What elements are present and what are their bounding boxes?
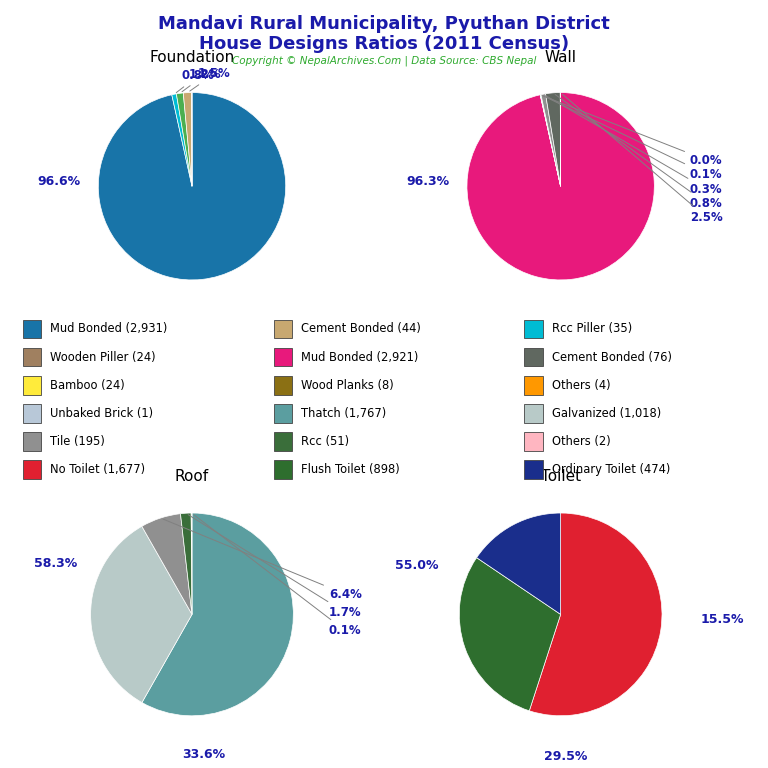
Text: Copyright © NepalArchives.Com | Data Source: CBS Nepal: Copyright © NepalArchives.Com | Data Sou…: [232, 55, 536, 66]
Text: Thatch (1,767): Thatch (1,767): [301, 407, 386, 420]
FancyBboxPatch shape: [273, 376, 292, 395]
FancyBboxPatch shape: [23, 319, 41, 338]
Text: 55.0%: 55.0%: [395, 559, 439, 572]
FancyBboxPatch shape: [525, 319, 542, 338]
FancyBboxPatch shape: [273, 319, 292, 338]
Wedge shape: [177, 93, 192, 187]
Text: 15.5%: 15.5%: [700, 613, 744, 626]
Text: Wooden Piller (24): Wooden Piller (24): [50, 351, 155, 363]
Text: 0.8%: 0.8%: [555, 94, 723, 210]
Text: Others (2): Others (2): [551, 435, 611, 448]
Text: 1.2%: 1.2%: [182, 68, 221, 91]
FancyBboxPatch shape: [23, 376, 41, 395]
Text: Tile (195): Tile (195): [50, 435, 104, 448]
Text: 1.5%: 1.5%: [190, 68, 230, 91]
Title: Toilet: Toilet: [541, 468, 581, 484]
Text: 6.4%: 6.4%: [163, 519, 362, 601]
Wedge shape: [142, 514, 192, 614]
Text: Wood Planks (8): Wood Planks (8): [301, 379, 393, 392]
Text: 0.8%: 0.8%: [177, 69, 214, 93]
FancyBboxPatch shape: [525, 348, 542, 366]
Text: Cement Bonded (76): Cement Bonded (76): [551, 351, 671, 363]
Text: 0.3%: 0.3%: [545, 95, 723, 196]
Text: Rcc Piller (35): Rcc Piller (35): [551, 323, 632, 336]
Wedge shape: [529, 513, 662, 716]
Text: Ordinary Toilet (474): Ordinary Toilet (474): [551, 463, 670, 476]
Wedge shape: [191, 513, 192, 614]
Wedge shape: [180, 513, 192, 614]
Text: 0.1%: 0.1%: [194, 515, 362, 637]
Text: 33.6%: 33.6%: [183, 748, 226, 761]
Text: Flush Toilet (898): Flush Toilet (898): [301, 463, 399, 476]
FancyBboxPatch shape: [525, 404, 542, 422]
FancyBboxPatch shape: [525, 432, 542, 451]
Text: 29.5%: 29.5%: [544, 750, 588, 763]
Title: Foundation: Foundation: [149, 50, 235, 65]
Text: Galvanized (1,018): Galvanized (1,018): [551, 407, 660, 420]
Text: Mandavi Rural Municipality, Pyuthan District: Mandavi Rural Municipality, Pyuthan Dist…: [158, 15, 610, 33]
Wedge shape: [477, 513, 561, 614]
FancyBboxPatch shape: [23, 404, 41, 422]
Text: 58.3%: 58.3%: [34, 558, 77, 570]
Text: Mud Bonded (2,921): Mud Bonded (2,921): [301, 351, 418, 363]
Wedge shape: [467, 93, 654, 280]
Text: No Toilet (1,677): No Toilet (1,677): [50, 463, 145, 476]
Title: Roof: Roof: [175, 468, 209, 484]
FancyBboxPatch shape: [273, 432, 292, 451]
Text: 1.7%: 1.7%: [188, 515, 362, 619]
Text: House Designs Ratios (2011 Census): House Designs Ratios (2011 Census): [199, 35, 569, 52]
Text: Rcc (51): Rcc (51): [301, 435, 349, 448]
Text: Mud Bonded (2,931): Mud Bonded (2,931): [50, 323, 167, 336]
Wedge shape: [545, 93, 561, 187]
FancyBboxPatch shape: [23, 432, 41, 451]
Text: 96.3%: 96.3%: [406, 175, 449, 188]
FancyBboxPatch shape: [525, 376, 542, 395]
Wedge shape: [142, 513, 293, 716]
Text: 0.0%: 0.0%: [543, 96, 723, 167]
Text: 2.5%: 2.5%: [562, 94, 723, 223]
FancyBboxPatch shape: [273, 348, 292, 366]
Text: Unbaked Brick (1): Unbaked Brick (1): [50, 407, 153, 420]
Text: Bamboo (24): Bamboo (24): [50, 379, 124, 392]
FancyBboxPatch shape: [23, 348, 41, 366]
Text: 96.6%: 96.6%: [38, 175, 81, 188]
Wedge shape: [98, 93, 286, 280]
Wedge shape: [541, 94, 561, 187]
FancyBboxPatch shape: [23, 461, 41, 479]
Wedge shape: [91, 526, 192, 703]
Wedge shape: [541, 94, 561, 187]
Text: Cement Bonded (44): Cement Bonded (44): [301, 323, 421, 336]
Text: Others (4): Others (4): [551, 379, 611, 392]
Text: 0.1%: 0.1%: [543, 96, 723, 180]
Title: Wall: Wall: [545, 50, 577, 65]
Wedge shape: [459, 558, 561, 711]
FancyBboxPatch shape: [273, 461, 292, 479]
Wedge shape: [172, 94, 192, 187]
FancyBboxPatch shape: [525, 461, 542, 479]
FancyBboxPatch shape: [273, 404, 292, 422]
Wedge shape: [540, 94, 561, 187]
Wedge shape: [184, 93, 192, 187]
